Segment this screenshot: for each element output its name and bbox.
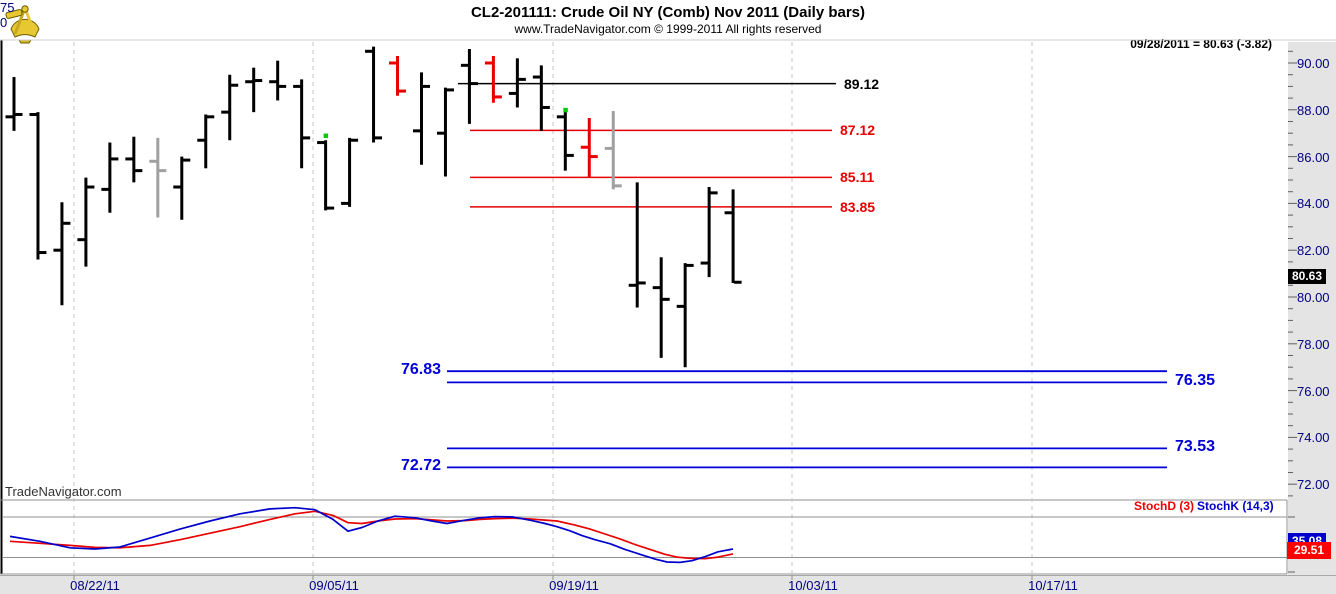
price-level-label-73.53: 73.53 [1175, 438, 1216, 456]
price-level-label-89.12: 89.12 [844, 75, 880, 92]
price-axis-strip[interactable] [1288, 42, 1336, 575]
price-level-label-76.83: 76.83 [400, 361, 441, 379]
chart-title: CL2-201111: Crude Oil NY (Comb) Nov 2011… [470, 4, 866, 21]
price-level-label-76.35: 76.35 [1175, 372, 1216, 390]
price-level-label-85.11: 85.11 [840, 169, 875, 186]
green-signal-dot [563, 107, 568, 113]
date-axis-strip[interactable] [0, 575, 1336, 594]
price-level-label-72.72: 72.72 [400, 457, 441, 475]
stochk-curve [9, 506, 734, 564]
trade-navigator-sextant-logo-icon [5, 5, 40, 44]
copyright-subtitle: www.TradeNavigator.com © 1999-2011 All r… [514, 22, 822, 36]
stochd-legend-label[interactable]: StochD (3) [1134, 499, 1194, 513]
green-signal-dot [323, 133, 329, 139]
stochk-legend-label[interactable]: StochK (14,3) [1197, 499, 1274, 513]
price-level-label-87.12: 87.12 [840, 122, 876, 139]
watermark-text: TradeNavigator.com [5, 484, 122, 499]
stochd-curve [9, 510, 734, 560]
price-level-label-83.85: 83.85 [840, 198, 876, 215]
last-quote-readout: 09/28/2011 = 80.63 (-3.82) [1130, 37, 1272, 51]
